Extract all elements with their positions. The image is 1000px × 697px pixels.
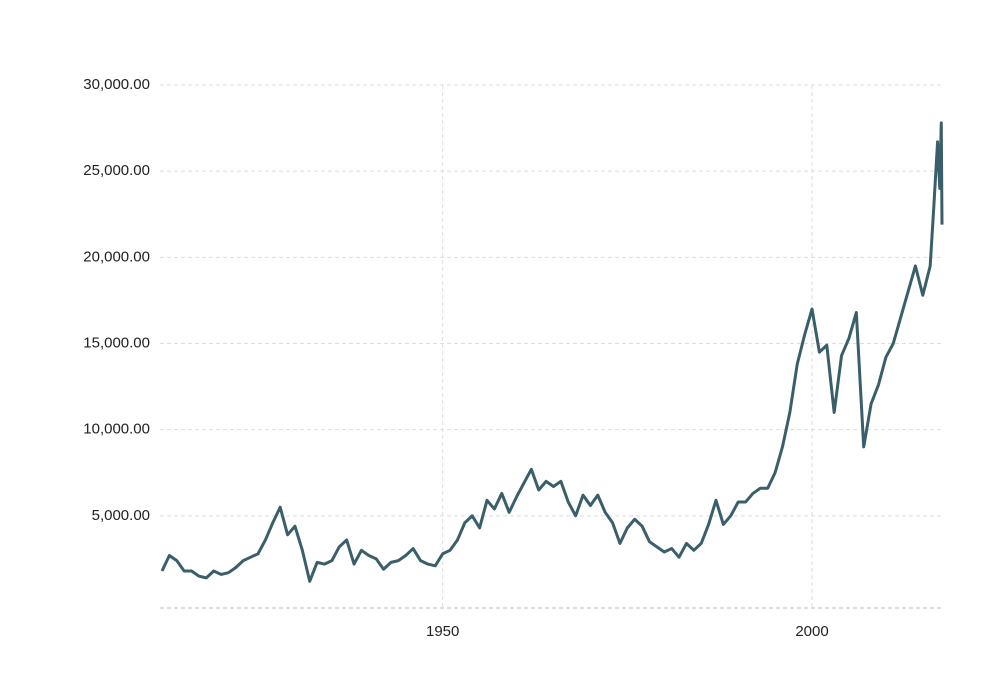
x-tick-label: 2000	[795, 623, 828, 640]
y-tick-label: 10,000.00	[83, 421, 150, 438]
y-tick-label: 30,000.00	[83, 76, 150, 93]
x-tick-label: 1950	[426, 623, 459, 640]
line	[160, 121, 944, 583]
y-tick-label: 20,000.00	[83, 248, 150, 265]
y-tick-label: 25,000.00	[83, 162, 150, 179]
y-tick-label: 15,000.00	[83, 334, 150, 351]
y-tick-label: 5,000.00	[92, 507, 150, 524]
